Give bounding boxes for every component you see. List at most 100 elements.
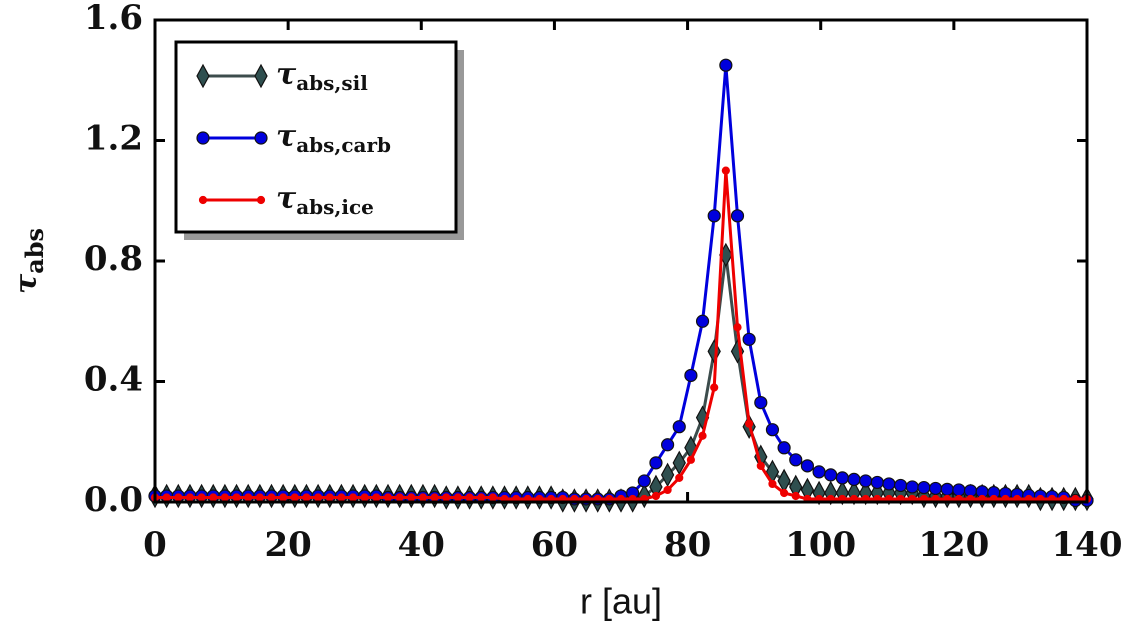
marker [733, 323, 742, 332]
x-tick-label: 80 [664, 525, 711, 565]
marker [870, 475, 884, 490]
legend-label: τabs,ice [276, 181, 374, 219]
marker [279, 493, 288, 502]
marker [337, 493, 346, 502]
marker [710, 383, 719, 392]
marker [453, 493, 462, 502]
marker [660, 462, 675, 488]
marker [835, 471, 849, 485]
x-axis-label: r [au] [580, 581, 662, 622]
marker [859, 474, 873, 488]
marker [255, 493, 264, 502]
marker [407, 493, 416, 502]
marker [162, 493, 171, 502]
marker [675, 473, 684, 482]
y-tick-label: 0.8 [84, 239, 143, 279]
marker [756, 461, 765, 470]
marker [745, 419, 754, 428]
series-line [155, 254, 1087, 502]
marker [779, 488, 789, 498]
marker [719, 58, 733, 72]
marker [232, 493, 241, 502]
marker [430, 493, 439, 502]
marker [442, 493, 451, 502]
series [148, 242, 1094, 513]
x-tick-label: 20 [264, 525, 311, 565]
marker [254, 63, 268, 89]
marker [847, 472, 861, 487]
y-tick-label: 1.2 [84, 119, 143, 159]
marker [917, 480, 931, 495]
marker [314, 493, 323, 502]
y-axis-label: τabs [9, 228, 49, 294]
legend-label: τabs,sil [276, 57, 368, 95]
marker [721, 166, 730, 175]
marker [196, 131, 210, 145]
marker [812, 465, 826, 479]
y-tick-label: 1.6 [84, 0, 143, 38]
marker [174, 493, 183, 502]
marker [663, 485, 672, 495]
x-tick-label: 60 [531, 525, 578, 565]
x-tick-label: 0 [143, 525, 167, 565]
legend-label: τabs,carb [276, 119, 391, 157]
marker [707, 339, 721, 364]
marker [220, 493, 229, 502]
marker [928, 481, 943, 496]
marker [742, 332, 756, 346]
x-tick-label: 120 [918, 525, 989, 565]
marker [196, 63, 210, 89]
marker [672, 420, 686, 434]
marker [395, 493, 404, 502]
marker [754, 395, 768, 410]
marker [768, 479, 777, 489]
marker [698, 431, 707, 440]
marker [198, 195, 208, 205]
marker [660, 438, 675, 452]
marker [418, 493, 428, 502]
marker [684, 368, 698, 383]
marker [254, 131, 268, 145]
marker [893, 478, 908, 493]
marker [637, 474, 651, 488]
marker [197, 493, 206, 502]
marker [730, 209, 745, 223]
marker [777, 441, 791, 455]
marker [940, 482, 954, 496]
marker [952, 483, 966, 497]
marker [800, 459, 815, 473]
marker [651, 491, 661, 501]
marker [244, 493, 253, 502]
marker [256, 195, 266, 205]
marker [791, 491, 800, 501]
marker [465, 493, 474, 502]
marker [348, 493, 358, 502]
x-tick-label: 40 [398, 525, 445, 565]
marker [789, 453, 803, 467]
marker [185, 493, 195, 502]
marker [267, 493, 276, 502]
plot-frame [153, 18, 1089, 504]
marker [325, 493, 334, 502]
marker [824, 468, 838, 482]
marker [765, 423, 780, 437]
marker [372, 493, 381, 502]
marker [360, 493, 369, 502]
y-tick-label: 0.0 [84, 480, 143, 520]
marker [695, 314, 710, 328]
marker [905, 480, 919, 494]
marker [707, 209, 721, 223]
marker [383, 493, 393, 502]
x-tick-label: 100 [785, 525, 856, 565]
marker [488, 493, 497, 502]
marker [686, 455, 696, 464]
marker [477, 493, 486, 502]
series [150, 166, 1092, 504]
marker [649, 456, 663, 470]
marker [302, 493, 311, 502]
marker [290, 493, 299, 502]
x-tick-label: 140 [1052, 525, 1123, 565]
marker [209, 493, 218, 502]
marker [882, 477, 896, 491]
